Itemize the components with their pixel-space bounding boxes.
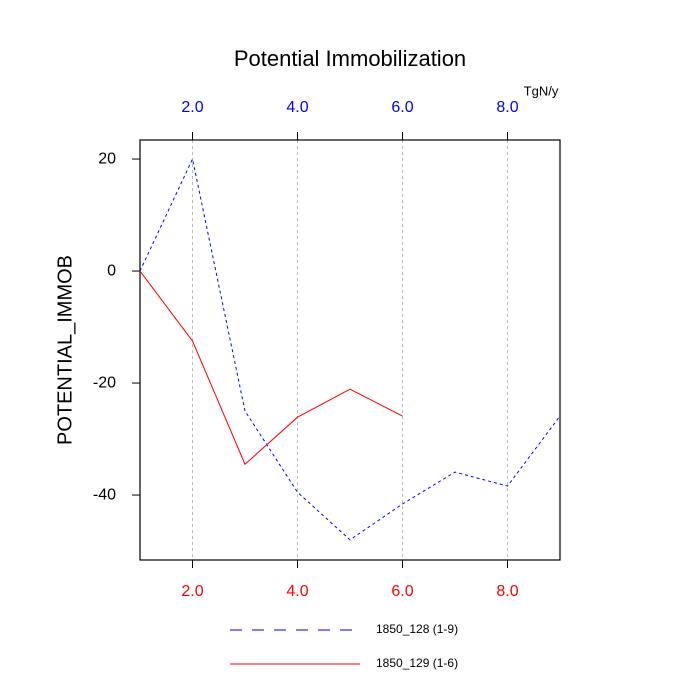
x2-tick-label: 6.0 [391, 99, 413, 116]
legend-label: 1850_129 (1-6) [376, 656, 458, 670]
x2-tick-label: 4.0 [286, 99, 308, 116]
y-axis-label: POTENTIAL_IMMOB [54, 255, 76, 445]
chart-title: Potential Immobilization [234, 46, 466, 71]
x-tick-label: 4.0 [286, 583, 308, 600]
x-tick-label: 8.0 [496, 583, 518, 600]
x2-tick-label: 8.0 [496, 99, 518, 116]
units-label: TgN/y [524, 83, 559, 98]
y-tick-label: -40 [93, 486, 116, 503]
x-tick-label: 2.0 [181, 583, 203, 600]
series-line [139, 270, 403, 466]
x-tick-label: 6.0 [391, 583, 413, 600]
x2-tick-label: 2.0 [181, 99, 203, 116]
y-tick-label: 20 [98, 150, 116, 167]
y-tick-label: 0 [107, 262, 116, 279]
plot-frame [139, 139, 561, 561]
legend-label: 1850_128 (1-9) [376, 622, 458, 636]
y-tick-label: -20 [93, 374, 116, 391]
series-line [139, 157, 561, 541]
